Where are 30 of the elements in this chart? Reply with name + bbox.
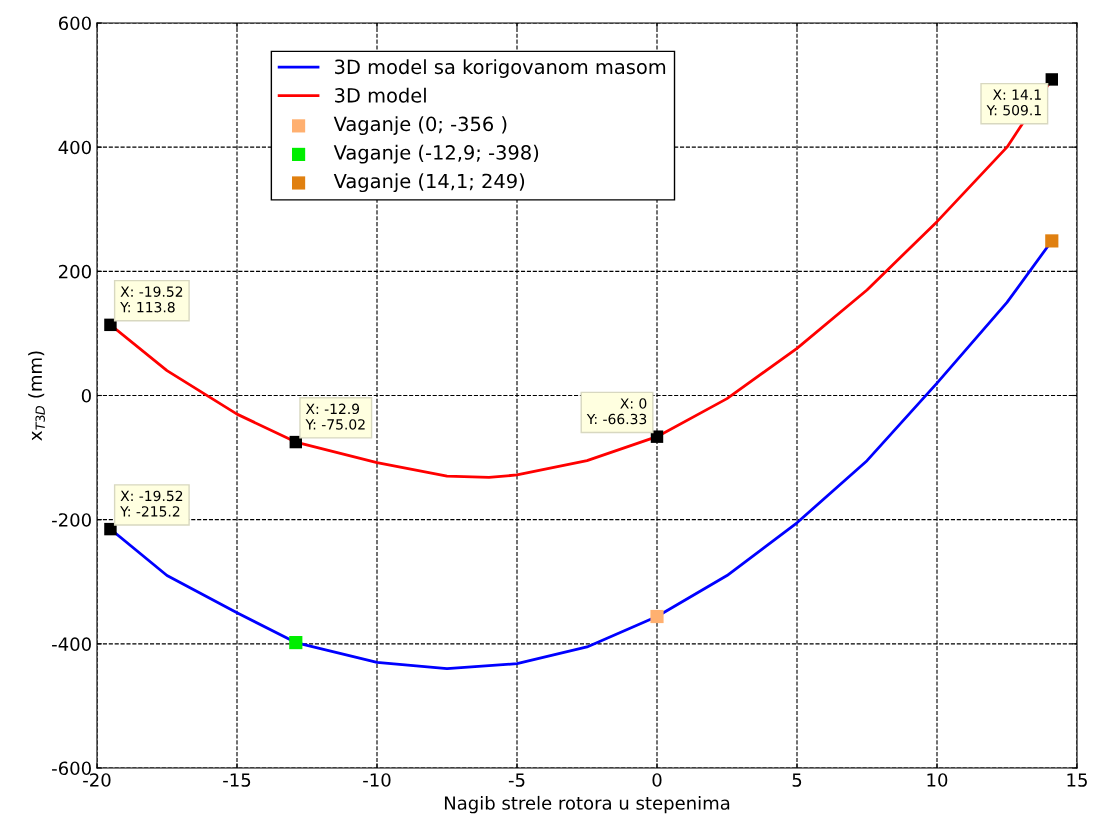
y-tick-label: -400 xyxy=(52,637,91,651)
x-tick-label: 0 xyxy=(652,773,662,787)
x-tick-label: 15 xyxy=(1067,773,1087,787)
legend-label: Vaganje (14,1; 249) xyxy=(333,173,525,193)
x-tick-label: -20 xyxy=(83,773,111,787)
x-axis-title: Nagib strele rotora u stepenima xyxy=(444,795,730,814)
point xyxy=(289,636,303,650)
annotation: X: -19.52 Y: 113.8 xyxy=(120,286,183,313)
x-tick-label: -15 xyxy=(223,773,251,787)
legend-label: Vaganje (0; -356 ) xyxy=(333,116,507,136)
y-tick-label: 600 xyxy=(58,16,91,31)
x-tick-label: 10 xyxy=(927,773,948,787)
x-tick-label: -5 xyxy=(508,773,525,787)
annotation: X: 14.1 Y: 509.1 xyxy=(986,89,1041,116)
y-tick-label: 400 xyxy=(58,140,91,155)
point xyxy=(650,609,664,624)
y-tick-label: -600 xyxy=(52,761,91,776)
legend-label: 3D model sa korigovanom masom xyxy=(335,59,666,78)
annotation: X: -19.52 Y: -215.2 xyxy=(120,490,183,517)
point xyxy=(1045,234,1059,248)
y-tick-label: 200 xyxy=(59,264,91,279)
annotation: X: 0 Y: -66.33 xyxy=(586,398,647,425)
legend-label: Vaganje (-12,9; -398) xyxy=(333,144,539,164)
y-axis-title: x$_{T3D}$ (mm) xyxy=(28,351,45,441)
x-tick-label: 5 xyxy=(792,773,802,787)
legend-label: 3D model xyxy=(335,87,426,103)
x-tick-label: -10 xyxy=(363,773,391,787)
y-tick-label: -200 xyxy=(52,513,91,527)
annotation: X: -12.9 Y: -75.02 xyxy=(305,403,365,430)
y-tick-label: 0 xyxy=(81,388,91,403)
